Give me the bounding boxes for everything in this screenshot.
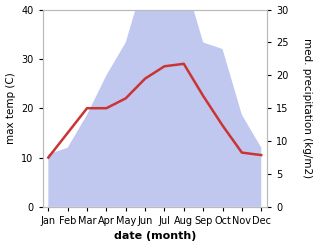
Y-axis label: med. precipitation (kg/m2): med. precipitation (kg/m2) xyxy=(302,38,313,178)
Y-axis label: max temp (C): max temp (C) xyxy=(5,72,16,144)
X-axis label: date (month): date (month) xyxy=(114,231,196,242)
